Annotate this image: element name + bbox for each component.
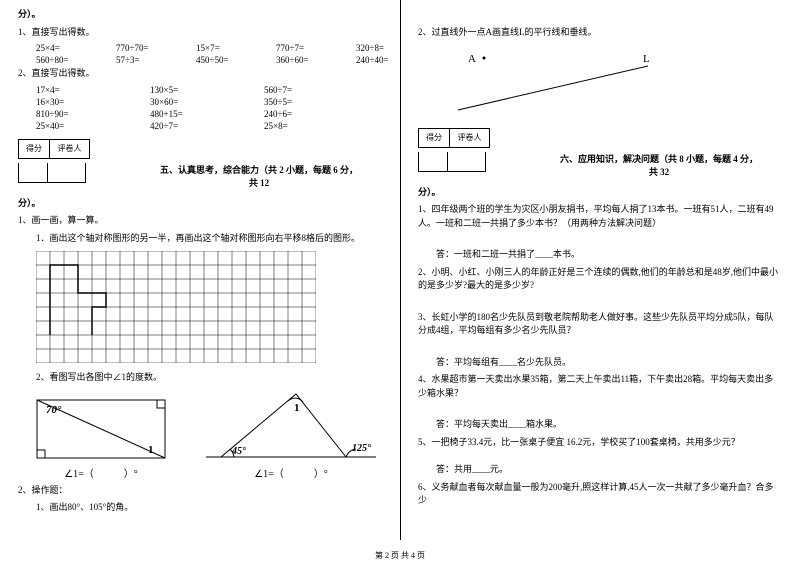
fen-bottom: 分）。	[18, 197, 382, 211]
r-q2: 2、过直线外一点A画直线L的平行线和垂线。	[418, 26, 782, 40]
section6-title: 六、应用知识，解决问题（共 8 小题，每题 4 分，共 32	[556, 152, 762, 178]
calc-block-a: 25×4= 770÷70= 15×7= 770÷7= 320÷8= 560÷80…	[18, 43, 382, 65]
r-fen: 分）。	[418, 186, 782, 200]
calc-item: 16×30=	[36, 97, 126, 107]
calc-row: 25×40= 420÷7= 25×8=	[36, 121, 382, 131]
angle-eq-1: ∠1=（ ）°	[36, 465, 166, 480]
r-a3: 答：平均每组有____名少先队员。	[436, 356, 782, 370]
calc-item: 560÷80=	[36, 55, 92, 65]
r-q1: 1、四年级两个班的学生为灾区小朋友捐书，平均每人捐了13本书。一班有51人，二班…	[418, 203, 782, 230]
svg-text:1: 1	[294, 402, 300, 414]
r-a5: 答：共用____元。	[436, 463, 782, 477]
score-pingjuan-cell: 评卷人	[450, 128, 490, 148]
angle-figures: 70° 1 ∠1=（ ）° 45° 125° 1 ∠1=（ ）°	[36, 389, 382, 480]
angle-eq-2: ∠1=（ ）°	[206, 465, 376, 480]
empty-cell	[448, 152, 486, 172]
r-a1: 答：一班和二班一共捐了____本书。	[436, 248, 782, 262]
section5-title: 五、认真思考，综合能力（共 2 小题，每题 6 分，共 12	[156, 163, 362, 189]
r-q4: 4、水果超市第一天卖出水果35箱，第二天上午卖出11箱，下午卖出28箱。平均每天…	[418, 373, 782, 400]
fen-top: 分）。	[18, 8, 382, 22]
calc-item: 420÷7=	[150, 121, 240, 131]
calc-block-b: 17×4= 130×5= 560÷7= 16×30= 30×60= 350÷5=…	[18, 85, 382, 131]
score-box-empty: 五、认真思考，综合能力（共 2 小题，每题 6 分，共 12	[18, 163, 382, 189]
svg-text:A: A	[468, 53, 476, 65]
svg-text:L: L	[643, 53, 650, 65]
score-box-r: 得分 评卷人	[418, 128, 782, 148]
calc-item: 17×4=	[36, 85, 126, 95]
calc-item: 770÷7=	[276, 43, 332, 53]
calc-item: 25×40=	[36, 121, 126, 131]
r-q5: 5、一把椅子33.4元，比一张桌子便宜 16.2元，学校买了100套桌椅，共用多…	[418, 436, 782, 450]
page-footer: 第 2 页 共 4 页	[0, 550, 800, 561]
calc-item: 25×8=	[264, 121, 320, 131]
score-box-empty-r: 六、应用知识，解决问题（共 8 小题，每题 4 分，共 32	[418, 152, 782, 178]
calc-row: 16×30= 30×60= 350÷5=	[36, 97, 382, 107]
right-column: 2、过直线外一点A画直线L的平行线和垂线。 A L 得分 评卷人 六、应用知识，…	[400, 0, 800, 565]
calc-item: 350÷5=	[264, 97, 320, 107]
calc-item: 15×7=	[196, 43, 252, 53]
calc-item: 480+15=	[150, 109, 240, 119]
calc-item: 560÷7=	[264, 85, 320, 95]
rect-figure: 70° 1 ∠1=（ ）°	[36, 399, 166, 480]
r-q3: 3、长虹小学的180名少先队员到敬老院帮助老人做好事。这些少先队员平均分成5队，…	[418, 311, 782, 338]
left-column: 分）。 1、直接写出得数。 25×4= 770÷70= 15×7= 770÷7=…	[0, 0, 400, 565]
calc-item: 770÷70=	[116, 43, 172, 53]
s1: 1、画一画，算一算。	[18, 214, 382, 228]
calc-row: 810÷90= 480+15= 240÷6=	[36, 109, 382, 119]
grid-svg	[36, 251, 316, 363]
rect-svg: 70° 1	[36, 399, 166, 461]
tri-figure: 45° 125° 1 ∠1=（ ）°	[206, 389, 376, 480]
q2-label: 2、直接写出得数。	[18, 67, 382, 81]
r-q6: 6、义务献血者每次献血量一般为200毫升,照这样计算,45人一次一共献了多少毫升…	[418, 481, 782, 508]
calc-item: 360÷60=	[276, 55, 332, 65]
calc-item: 130×5=	[150, 85, 240, 95]
page-root: 分）。 1、直接写出得数。 25×4= 770÷70= 15×7= 770÷7=…	[0, 0, 800, 565]
score-pingjuan-cell: 评卷人	[50, 139, 90, 159]
svg-text:45°: 45°	[231, 446, 246, 457]
s1-2: 2、看图写出各图中∠1的度数。	[36, 371, 382, 385]
calc-row: 17×4= 130×5= 560÷7=	[36, 85, 382, 95]
empty-cell	[18, 163, 48, 183]
calc-item: 57÷3=	[116, 55, 172, 65]
tri-svg: 45° 125° 1	[206, 389, 376, 461]
angle70-label: 70°	[46, 404, 62, 416]
line-svg: A L	[448, 48, 668, 118]
q1-label: 1、直接写出得数。	[18, 26, 382, 40]
score-box: 得分 评卷人	[18, 139, 382, 159]
s2: 2、操作题：	[18, 484, 382, 498]
svg-text:125°: 125°	[352, 443, 371, 454]
score-defen-cell: 得分	[18, 139, 50, 159]
calc-row: 25×4= 770÷70= 15×7= 770÷7= 320÷8=	[36, 43, 382, 53]
r-q2b: 2、小明、小红、小刚三人的年龄正好是三个连续的偶数,他们的年龄总和是48岁,他们…	[418, 266, 782, 293]
calc-item: 450÷50=	[196, 55, 252, 65]
line-figure: A L	[448, 48, 782, 120]
angle1-label: 1	[148, 444, 154, 456]
calc-item: 810÷90=	[36, 109, 126, 119]
empty-cell	[418, 152, 448, 172]
s1-1: 1．画出这个轴对称图形的另一半，再画出这个轴对称图形向右平移8格后的图形。	[36, 232, 382, 246]
calc-row: 560÷80= 57÷3= 450÷50= 360÷60= 240÷40=	[36, 55, 382, 65]
calc-item: 30×60=	[150, 97, 240, 107]
score-defen-cell: 得分	[418, 128, 450, 148]
calc-item: 25×4=	[36, 43, 92, 53]
empty-cell	[48, 163, 86, 183]
s2-1: 1、画出80°、105°的角。	[36, 501, 382, 515]
calc-item: 240÷6=	[264, 109, 320, 119]
r-a4: 答：平均每天卖出____箱水果。	[436, 418, 782, 432]
grid-figure	[36, 251, 382, 365]
